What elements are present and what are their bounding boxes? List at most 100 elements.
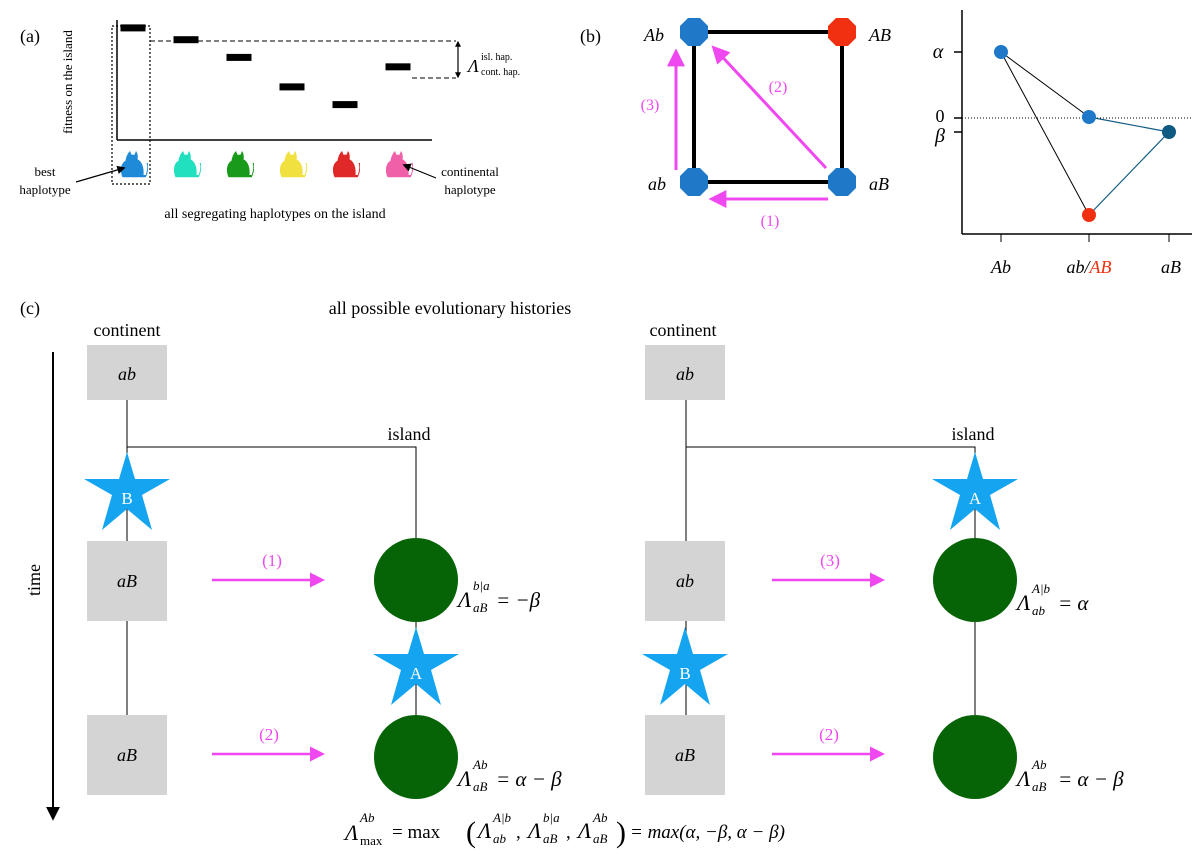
left-box-mid — [87, 541, 167, 621]
lambda-sup: isl. hap. — [481, 52, 512, 63]
node-AB — [828, 18, 856, 46]
svg-text:): ) — [616, 816, 626, 849]
continental-label-1: continental — [441, 164, 499, 179]
step-3-label: (3) — [641, 97, 660, 114]
svg-text:Λ: Λ — [456, 587, 472, 612]
svg-text:Λ: Λ — [456, 766, 472, 791]
point-AB — [1082, 208, 1096, 222]
y-label-beta: β — [934, 125, 945, 147]
best-label-2: haplotype — [19, 182, 70, 197]
left-star-A-label: A — [410, 664, 423, 683]
best-haplotype-box — [111, 25, 151, 185]
svg-text:aB: aB — [473, 600, 488, 615]
fitness-bar-5 — [332, 101, 358, 109]
svg-text:aB: aB — [473, 779, 488, 794]
line-AB-aB — [1088, 131, 1170, 216]
svg-text:(: ( — [466, 816, 476, 849]
svg-text:,: , — [566, 822, 571, 843]
svg-text:aB: aB — [543, 831, 558, 846]
left-box-top-label: ab — [118, 364, 136, 384]
y-label-alpha: α — [933, 41, 944, 63]
x-label-Ab: Ab — [990, 257, 1011, 277]
continental-label-2: haplotype — [444, 182, 495, 197]
x-label-mid: ab/AB — [1066, 257, 1111, 277]
node-Ab — [680, 18, 708, 46]
svg-text:= α: = α — [1058, 591, 1089, 615]
svg-text:b|a: b|a — [473, 578, 490, 593]
svg-text:= −β: = −β — [496, 588, 541, 612]
svg-text:= α − β: = α − β — [496, 767, 562, 791]
path-arrow-2 — [711, 45, 828, 170]
haplotype-cat-icon-4 — [279, 151, 307, 178]
left-box-bot — [87, 715, 167, 795]
left-island-label: island — [388, 424, 431, 444]
svg-text:Λ: Λ — [343, 820, 359, 845]
fitness-bar-4 — [279, 83, 305, 91]
left-island-circle-mid — [374, 538, 458, 622]
svg-text:A|b: A|b — [492, 810, 512, 825]
left-arrow-2-label: (2) — [259, 725, 279, 744]
line-Ab-ab — [1000, 51, 1090, 118]
left-box-top — [87, 345, 167, 400]
max-formula: Λ Ab max = max ( Λ A|b ab , Λ b|a aB , Λ… — [343, 810, 785, 849]
svg-text:Λ: Λ — [1015, 590, 1031, 615]
fitness-bars — [120, 24, 411, 109]
svg-text:aB: aB — [593, 831, 608, 846]
line-ab-aB — [1088, 116, 1170, 133]
svg-text:Λ: Λ — [526, 818, 542, 843]
left-star-B — [84, 452, 170, 530]
svg-text:A|b: A|b — [1031, 581, 1051, 596]
panel-c-label: (c) — [20, 298, 40, 319]
haplotype-cats — [120, 151, 413, 178]
fitness-bar-3 — [226, 53, 252, 61]
fitness-bar-1 — [120, 24, 146, 32]
genotype-square — [692, 30, 844, 184]
haplotype-cat-icon-5 — [332, 151, 360, 178]
svg-text:Ab: Ab — [592, 810, 608, 825]
right-lambda-bot: Λ Ab aB = α − β — [1015, 757, 1124, 794]
right-arrow-3-label: (3) — [820, 551, 840, 570]
step-1-label: (1) — [761, 213, 780, 230]
right-island-circle-mid — [933, 538, 1017, 622]
svg-text:ab: ab — [1032, 603, 1046, 618]
right-star-A — [932, 452, 1018, 530]
svg-text:Λ: Λ — [476, 818, 492, 843]
left-island-circle-bot — [374, 715, 458, 799]
svg-text:Ab: Ab — [1031, 757, 1047, 772]
fitness-bar-2 — [173, 36, 199, 44]
panel-a-y-axis-label: fitness on the island — [60, 30, 75, 134]
panel-c: (c) all possible evolutionary histories … — [20, 298, 1124, 849]
haplotype-cat-icon-2 — [173, 151, 201, 178]
panel-a-label: (a) — [20, 26, 40, 47]
svg-text:b|a: b|a — [543, 810, 560, 825]
panel-a-x-axis-label: all segregating haplotypes on the island — [164, 207, 385, 222]
left-box-bot-label: aB — [117, 745, 137, 765]
panel-a: (a) fitness on the island all segregatin… — [19, 20, 520, 222]
right-box-top-label: ab — [676, 364, 694, 384]
time-label: time — [24, 564, 44, 596]
right-box-bot — [645, 715, 725, 795]
point-Ab — [994, 45, 1008, 59]
continental-pointer — [402, 163, 437, 179]
right-star-B — [642, 627, 728, 705]
x-label-aB: aB — [1161, 257, 1181, 277]
fitness-bar-6 — [385, 63, 411, 71]
node-aB — [828, 168, 856, 196]
right-box-mid — [645, 541, 725, 621]
svg-text:ab: ab — [493, 831, 507, 846]
lambda-symbol: Λ — [466, 56, 479, 76]
right-arrow-2-label: (2) — [819, 725, 839, 744]
right-island-label: island — [952, 424, 995, 444]
panel-b-label: (b) — [580, 26, 601, 47]
node-Ab-label: Ab — [643, 25, 664, 45]
y-label-zero: 0 — [936, 106, 945, 126]
point-ab — [1082, 110, 1096, 124]
left-lambda-mid: Λ b|a aB = −β — [456, 578, 541, 615]
right-box-bot-label: aB — [675, 745, 695, 765]
haplotype-cat-icon-1 — [120, 151, 148, 178]
right-box-top — [645, 345, 725, 400]
svg-text:= α − β: = α − β — [1058, 767, 1124, 791]
svg-text:= max(α, −β, α − β): = max(α, −β, α − β) — [630, 822, 785, 843]
left-arrow-1-label: (1) — [262, 551, 282, 570]
left-star-A — [373, 627, 459, 705]
